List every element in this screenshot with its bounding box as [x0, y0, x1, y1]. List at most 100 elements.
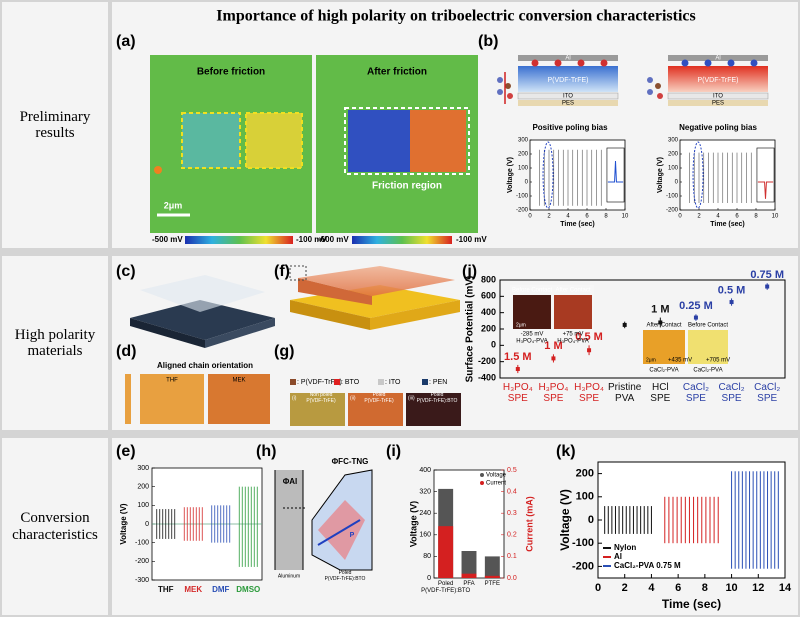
label: Negative poling bias — [679, 123, 757, 132]
point — [729, 300, 734, 305]
label: MEK — [232, 378, 245, 384]
x-tick-label: 2 — [622, 582, 628, 594]
x-tick-label: 8 — [702, 582, 708, 594]
point — [587, 348, 592, 353]
label: ΦAl — [283, 477, 298, 486]
legend-label: : P(VDF-TrFE) — [297, 379, 342, 386]
zoom-curve — [757, 181, 774, 199]
inset-image — [513, 295, 551, 329]
x-tick-label: 8 — [754, 214, 758, 220]
y-tick-label: -200 — [666, 208, 679, 214]
legend-label: : ITO — [385, 379, 401, 386]
map-spot — [154, 166, 162, 174]
label: +435 mV — [668, 358, 692, 364]
colorbar — [185, 236, 293, 244]
row-label-box — [2, 438, 108, 615]
label: 2μm — [516, 322, 526, 328]
label: P(VDF-TrFE) — [698, 77, 739, 84]
decoration — [600, 59, 608, 67]
bar — [438, 526, 454, 578]
molecule — [497, 72, 663, 104]
label: -500 mV — [152, 235, 183, 244]
x-tick-label: 4 — [716, 214, 720, 220]
label: -285 mV — [521, 332, 544, 338]
image-tag: (i) — [292, 395, 297, 401]
x-tick-label: DMSO — [236, 585, 260, 594]
legend-label: CaCl₂-PVA 0.75 M — [614, 561, 681, 570]
label: +75 mV — [563, 332, 584, 338]
y-tick-label: -300 — [135, 577, 149, 584]
inset-image — [643, 330, 685, 364]
colorbar — [352, 236, 452, 244]
label: P(VDF-TrFE) — [548, 77, 589, 84]
film-block — [298, 278, 372, 305]
legend-label: : BTO — [341, 379, 360, 386]
point — [658, 320, 663, 325]
y-tick-label: 80 — [423, 553, 431, 560]
label: THF — [166, 378, 178, 384]
label: H₃PO₄-PVA — [557, 339, 588, 345]
bar — [484, 575, 500, 578]
y-tick-label: -200 — [478, 356, 496, 366]
x-tick-label: HCl SPE — [650, 382, 671, 404]
legend-marker — [480, 481, 484, 485]
pes — [668, 100, 768, 106]
y-tick-label: 200 — [137, 484, 149, 491]
x-tick-label: Pristine PVA — [608, 382, 642, 404]
decoration — [577, 59, 585, 67]
image-caption: Poled P(VDF-TrFE):BTO — [416, 392, 458, 404]
afm-image — [140, 374, 204, 424]
point — [622, 322, 627, 327]
decoration — [554, 59, 562, 67]
x-tick-label: 0 — [528, 214, 532, 220]
x-tick-label: 6 — [585, 214, 589, 220]
label: 2μm — [646, 357, 656, 363]
y-tick-label: -200 — [516, 208, 529, 214]
legend-swatch — [290, 379, 296, 385]
x-tick-label: THF — [158, 585, 174, 594]
electrode — [668, 55, 768, 61]
decoration — [647, 89, 653, 95]
annotation: 0.75 M — [750, 269, 784, 281]
x-axis-label: Time (sec) — [560, 221, 595, 228]
y-tick-label: 0 — [145, 521, 149, 528]
y-tick-label: -100 — [572, 537, 594, 549]
ito-layer — [370, 300, 460, 330]
decoration — [750, 59, 758, 67]
decoration — [531, 59, 539, 67]
substrate — [130, 318, 205, 348]
annotation: 1 M — [544, 340, 562, 352]
aluminum — [275, 470, 303, 570]
y-tick-label: -100 — [516, 194, 529, 200]
y2-tick-label: 0.1 — [507, 553, 517, 560]
x-tick-label: Poled P(VDF-TrFE):BTO — [421, 581, 471, 594]
x-tick-label: H₃PO₄ SPE — [502, 382, 533, 404]
x-tick-label: H₃PO₄ SPE — [574, 382, 604, 404]
legend-swatch — [378, 379, 384, 385]
y-tick-label: 600 — [481, 291, 496, 301]
panel-tag: (j) — [462, 263, 477, 280]
decoration — [647, 77, 653, 83]
image-tag: (iii) — [408, 395, 415, 401]
label: ΦFC-TNG — [332, 457, 369, 466]
x-tick-label: 0 — [595, 582, 601, 594]
y-tick-label: -200 — [135, 558, 149, 565]
point — [693, 315, 698, 320]
zoom-inset — [756, 147, 775, 203]
decoration — [704, 59, 712, 67]
map-region — [348, 110, 410, 172]
y-tick-label: 100 — [137, 502, 149, 509]
panel-tag: (h) — [256, 443, 276, 460]
panel-tag: (b) — [478, 33, 498, 50]
y2-tick-label: 0.0 — [507, 575, 517, 582]
label: After friction — [367, 67, 427, 78]
substrate — [130, 300, 275, 340]
chains — [140, 275, 265, 312]
x-tick-label: MEK — [184, 585, 202, 594]
film — [518, 66, 618, 92]
panel-tag: (k) — [556, 443, 576, 460]
substrate — [205, 318, 275, 348]
x-tick-label: 12 — [752, 582, 764, 594]
decoration — [507, 93, 513, 99]
